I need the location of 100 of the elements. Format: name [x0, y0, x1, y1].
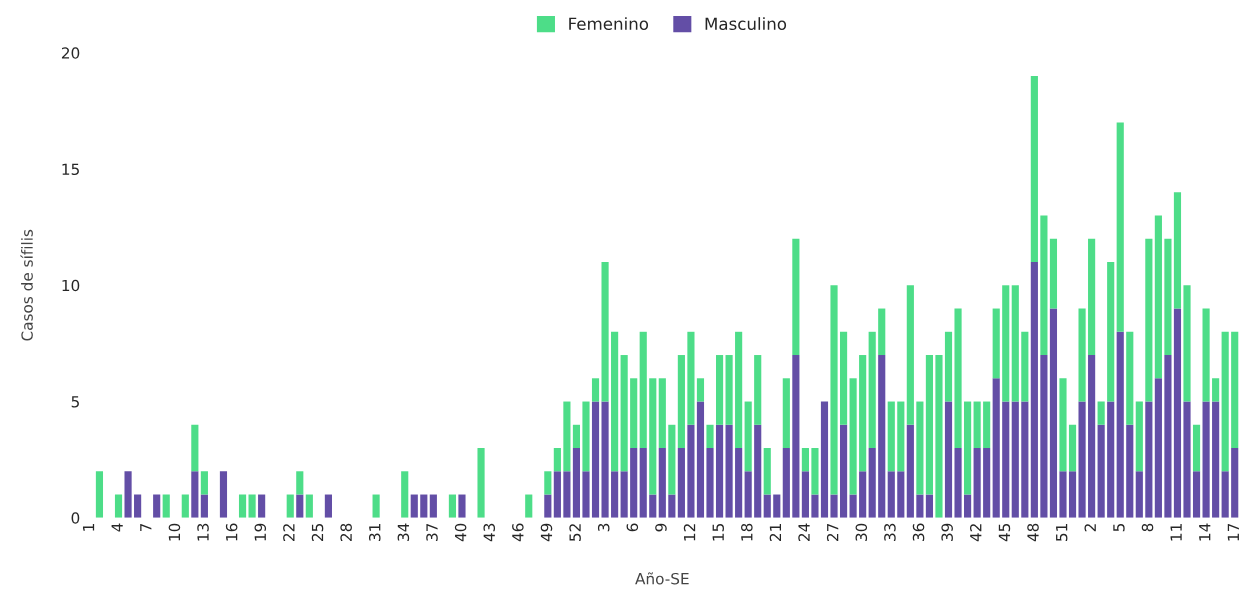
x-tick-label: 31: [368, 524, 381, 541]
bar: [1011, 401, 1019, 518]
bar: [248, 494, 256, 518]
bar: [544, 494, 552, 518]
bar: [1059, 471, 1067, 518]
bar: [954, 448, 962, 518]
bar: [1164, 355, 1172, 518]
bar: [715, 355, 724, 425]
y-axis-title: Casos de sífilis: [20, 229, 33, 341]
bar: [916, 494, 924, 518]
bar: [544, 471, 552, 495]
bar: [1040, 355, 1048, 518]
bar: [677, 355, 685, 449]
bar: [1040, 215, 1048, 356]
bar: [95, 471, 104, 518]
bar: [868, 331, 876, 449]
x-tick-label: 49: [540, 523, 553, 542]
bar: [611, 331, 619, 472]
bar: [134, 494, 142, 518]
bar: [1030, 76, 1038, 263]
bar: [792, 238, 800, 356]
x-tick-label: 27: [826, 523, 839, 541]
bar: [983, 448, 991, 518]
x-tick-label: 16: [225, 523, 238, 541]
bar: [1116, 122, 1124, 332]
bar: [658, 448, 666, 518]
x-tick-label: 17: [1227, 523, 1239, 541]
bar: [649, 494, 657, 518]
x-tick-label: 22: [283, 524, 295, 541]
bar: [582, 401, 590, 472]
bar: [477, 448, 485, 518]
x-tick-label: 10: [168, 523, 181, 541]
bar: [1002, 285, 1010, 402]
bar: [830, 494, 838, 518]
bar: [973, 448, 981, 518]
bar: [1088, 355, 1096, 518]
bar: [868, 448, 876, 518]
bar: [1126, 424, 1134, 518]
bar: [200, 494, 208, 518]
bar: [687, 331, 695, 425]
x-tick-label: 40: [454, 523, 467, 542]
x-tick-label: 18: [741, 523, 753, 541]
bar: [563, 471, 571, 518]
bar: [1192, 424, 1201, 472]
x-tick-label: 7: [140, 523, 152, 532]
bar: [916, 401, 924, 495]
bar: [754, 424, 762, 518]
bar: [296, 471, 304, 495]
x-tick-label: 9: [655, 523, 667, 532]
bar: [1145, 238, 1153, 402]
y-tick-label: 10: [62, 279, 80, 292]
bar: [372, 494, 380, 518]
bar: [1202, 308, 1210, 402]
bar: [124, 471, 132, 518]
bar: [983, 401, 991, 449]
bar: [1183, 285, 1191, 402]
bar: [925, 494, 934, 518]
bar: [668, 424, 676, 495]
x-tick-label: 19: [254, 523, 267, 541]
bar: [191, 471, 199, 518]
bar: [1021, 331, 1029, 402]
bar: [668, 494, 676, 518]
bar: [1107, 401, 1115, 518]
bar: [448, 494, 456, 518]
bar: [887, 471, 895, 518]
bar: [649, 378, 657, 495]
bar: [782, 378, 790, 449]
bar: [944, 331, 953, 402]
x-tick-label: 37: [426, 523, 438, 541]
x-tick-label: 21: [769, 524, 781, 541]
bar: [153, 494, 161, 518]
bar: [1192, 471, 1201, 518]
bar: [964, 494, 972, 518]
bar: [992, 378, 1000, 518]
bar: [658, 378, 666, 449]
bar: [706, 448, 714, 518]
bar: [1088, 238, 1096, 356]
x-tick-label: 6: [626, 523, 639, 532]
bar: [735, 448, 743, 518]
legend-label: Masculino: [705, 17, 787, 31]
bar: [1173, 192, 1182, 309]
bar: [630, 378, 638, 449]
bar: [696, 401, 705, 518]
bar: [324, 494, 332, 518]
bar: [1154, 378, 1162, 518]
bar: [782, 448, 790, 518]
bar: [925, 355, 934, 495]
bar: [591, 401, 600, 518]
x-tick-label: 3: [597, 523, 610, 532]
bar: [1126, 331, 1134, 425]
bar: [1135, 471, 1143, 518]
bar: [601, 262, 609, 402]
bar: [611, 471, 619, 518]
bar: [191, 424, 199, 472]
x-tick-label: 28: [340, 523, 352, 541]
bar: [992, 308, 1000, 379]
bar: [553, 448, 561, 472]
bar: [1154, 215, 1162, 379]
x-tick-label: 4: [111, 523, 123, 532]
bar: [849, 494, 857, 518]
